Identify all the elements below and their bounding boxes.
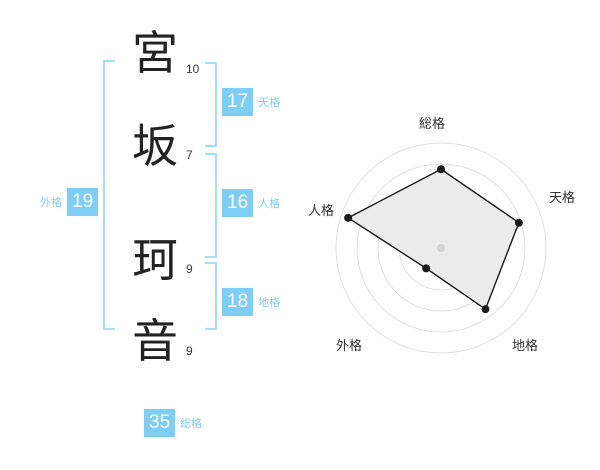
badge-tenkaku-value: 17 [222, 88, 254, 116]
radar-axis-label-jinkaku: 人格 [308, 204, 335, 219]
kanji-strokes-3: 9 [186, 262, 193, 276]
badge-gaikaku-value: 19 [67, 188, 99, 216]
badge-soukaku-value: 35 [144, 409, 176, 437]
radar-point-総格 [437, 165, 445, 174]
radar-center-dot [437, 244, 445, 252]
radar-chart: 総格 天格 地格 外格 人格 [300, 100, 600, 380]
badge-jinkaku[interactable]: 16 人格 [222, 189, 280, 217]
radar-data-points [344, 165, 523, 314]
name-stroke-diagram: 宮 10 坂 7 珂 9 音 9 19 外格 17 天格 16 人格 18 地格 [40, 26, 280, 437]
badge-tenkaku-label: 天格 [258, 96, 281, 109]
badge-gaikaku[interactable]: 19 外格 [40, 188, 99, 216]
badge-jinkaku-label: 人格 [258, 197, 281, 210]
radar-point-人格 [344, 213, 353, 222]
kanji-char-3: 珂 [132, 233, 178, 287]
badge-soukaku[interactable]: 35 総格 [144, 409, 202, 437]
bracket-jinkaku [205, 153, 217, 258]
badge-tenkaku[interactable]: 17 天格 [222, 88, 280, 116]
radar-data-area [348, 169, 519, 310]
kanji-char-2: 坂 [132, 119, 178, 173]
radar-axis-label-chikaku: 地格 [512, 339, 539, 354]
badge-jinkaku-value: 16 [222, 189, 254, 217]
radar-axis-label-tenkaku: 天格 [549, 191, 576, 206]
kanji-char-4: 音 [132, 314, 178, 368]
kanji-char-1: 宮 [132, 26, 178, 80]
radar-chart-svg [335, 142, 547, 354]
kanji-strokes-4: 9 [186, 344, 193, 358]
radar-axis-label-soukaku: 総格 [419, 117, 446, 132]
badge-chikaku-label: 地格 [258, 296, 281, 309]
badge-chikaku[interactable]: 18 地格 [222, 288, 280, 316]
radar-data-outline [346, 168, 520, 311]
badge-soukaku-label: 総格 [180, 417, 203, 430]
badge-chikaku-value: 18 [222, 288, 254, 316]
bracket-chikaku [205, 262, 217, 330]
badge-gaikaku-label: 外格 [40, 196, 62, 209]
radar-point-天格 [514, 218, 523, 227]
kanji-strokes-1: 10 [186, 62, 200, 76]
radar-axis-label-gaikaku: 外格 [336, 339, 363, 354]
bracket-tenkaku [205, 62, 217, 147]
radar-point-外格 [422, 264, 431, 273]
bracket-gaikaku [103, 60, 115, 330]
kanji-strokes-2: 7 [186, 148, 193, 162]
radar-point-地格 [481, 305, 490, 314]
